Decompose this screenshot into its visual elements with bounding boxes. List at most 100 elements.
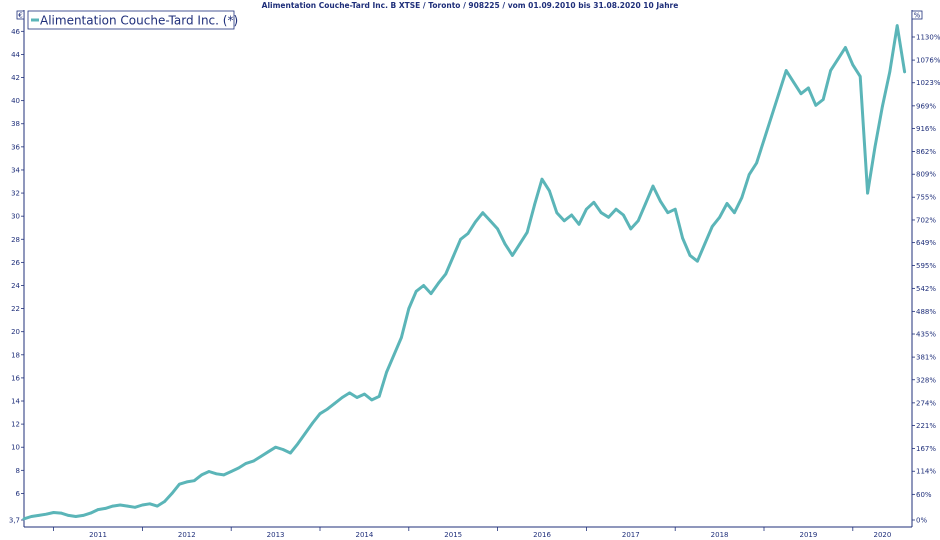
data-point bbox=[192, 479, 196, 483]
data-point bbox=[851, 63, 855, 67]
right-axis-ticks: 0% 60% 114% 167% 221% 274% 328% 381% 435% 488% 542… bbox=[912, 33, 940, 525]
data-point bbox=[126, 504, 129, 508]
left-tick-label: 16 bbox=[11, 374, 20, 382]
data-point bbox=[710, 225, 714, 228]
data-point bbox=[274, 445, 277, 449]
right-tick-label: 60% bbox=[916, 491, 932, 499]
data-point bbox=[96, 508, 100, 511]
data-point bbox=[747, 173, 751, 176]
left-tick-label: 10 bbox=[11, 444, 20, 452]
x-tick-label: 2018 bbox=[711, 531, 729, 539]
left-tick-label: 22 bbox=[11, 305, 20, 313]
left-tick-label: 34 bbox=[11, 166, 20, 174]
data-point bbox=[770, 115, 773, 119]
right-tick-label: 488% bbox=[916, 308, 936, 316]
left-tick-label: 38 bbox=[11, 120, 20, 128]
left-tick-label: 42 bbox=[11, 74, 20, 82]
x-tick-label: 2019 bbox=[799, 531, 817, 539]
data-point bbox=[636, 219, 640, 223]
data-point bbox=[429, 292, 433, 295]
data-point bbox=[570, 213, 573, 217]
right-tick-label: 649% bbox=[916, 239, 936, 247]
data-point bbox=[392, 353, 396, 357]
data-point bbox=[52, 511, 55, 514]
data-point bbox=[222, 473, 226, 477]
right-tick-label: 221% bbox=[916, 422, 936, 430]
left-tick-label: 18 bbox=[11, 351, 20, 359]
right-tick-label: 114% bbox=[916, 468, 936, 476]
data-point bbox=[681, 236, 684, 240]
data-point bbox=[599, 211, 603, 214]
x-axis-ticks: 2011 2012 2013 2014 2015 2016 2017 2018 2019 2020 bbox=[53, 527, 891, 539]
right-tick-label: 435% bbox=[916, 331, 936, 339]
left-tick-label: 24 bbox=[11, 282, 20, 290]
data-point bbox=[266, 450, 270, 454]
data-point bbox=[22, 517, 26, 521]
data-point bbox=[696, 259, 699, 263]
data-point bbox=[733, 211, 736, 214]
left-axis-unit-box bbox=[16, 10, 25, 20]
data-point bbox=[281, 448, 285, 451]
data-point bbox=[296, 442, 300, 446]
data-point bbox=[525, 231, 529, 234]
data-point bbox=[370, 398, 374, 402]
data-point bbox=[511, 254, 514, 257]
right-tick-label: 1023% bbox=[916, 79, 940, 87]
right-axis-unit-box bbox=[911, 10, 923, 20]
data-point bbox=[311, 421, 314, 425]
right-tick-label: 755% bbox=[916, 194, 936, 202]
data-point bbox=[104, 507, 107, 510]
data-point bbox=[688, 254, 692, 257]
left-tick-label: 26 bbox=[11, 259, 20, 267]
data-point bbox=[585, 207, 588, 211]
data-point bbox=[178, 482, 181, 486]
data-point bbox=[44, 512, 48, 516]
left-tick-label: 12 bbox=[11, 421, 20, 429]
data-point bbox=[755, 161, 758, 165]
data-point bbox=[422, 284, 425, 287]
left-tick-label: 30 bbox=[11, 213, 20, 221]
data-point bbox=[762, 138, 766, 142]
legend: Alimentation Couche-Tard Inc. (*) bbox=[27, 10, 238, 30]
left-tick-label: 8 bbox=[16, 467, 20, 475]
data-point bbox=[881, 105, 884, 108]
left-tick-label: 6 bbox=[16, 490, 21, 498]
data-point bbox=[466, 232, 470, 235]
data-point bbox=[814, 104, 818, 107]
data-point bbox=[355, 396, 359, 399]
data-point bbox=[496, 227, 499, 231]
right-tick-label: 862% bbox=[916, 148, 936, 156]
data-point bbox=[540, 177, 544, 181]
data-point bbox=[252, 459, 255, 463]
left-tick-label: 46 bbox=[11, 28, 20, 36]
x-tick-label: 2014 bbox=[355, 531, 373, 539]
right-tick-label: 328% bbox=[916, 376, 936, 384]
data-point bbox=[888, 70, 892, 74]
data-point bbox=[821, 98, 825, 101]
data-point bbox=[659, 199, 662, 203]
right-tick-label: 809% bbox=[916, 171, 936, 179]
data-point bbox=[792, 80, 795, 84]
data-point bbox=[592, 201, 596, 204]
left-tick-label: 20 bbox=[11, 328, 20, 336]
data-point bbox=[866, 191, 869, 195]
data-point bbox=[377, 395, 381, 398]
data-point bbox=[740, 196, 744, 199]
data-point bbox=[81, 514, 85, 517]
data-point bbox=[873, 145, 877, 149]
x-tick-label: 2011 bbox=[89, 531, 107, 539]
data-point bbox=[903, 70, 906, 74]
data-point bbox=[895, 24, 899, 27]
data-point bbox=[703, 242, 707, 246]
x-tick-label: 2017 bbox=[622, 531, 640, 539]
right-axis-unit: % bbox=[914, 12, 921, 20]
data-point bbox=[555, 211, 559, 214]
data-point bbox=[718, 216, 721, 219]
series-line bbox=[22, 24, 907, 521]
data-point bbox=[829, 69, 832, 72]
right-tick-label: 1130% bbox=[916, 33, 940, 41]
data-point bbox=[533, 203, 536, 206]
data-point bbox=[229, 470, 233, 473]
data-point bbox=[437, 281, 440, 285]
data-point bbox=[799, 92, 803, 95]
